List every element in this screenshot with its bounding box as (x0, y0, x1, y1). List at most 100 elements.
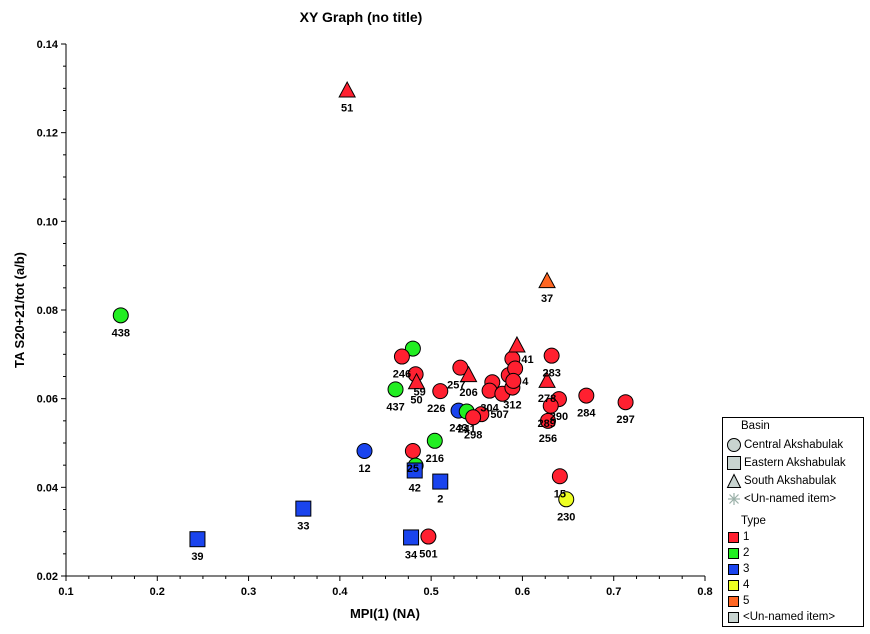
point-label: 246 (393, 369, 411, 381)
point-marker-triangle (338, 80, 356, 98)
y-tick-label: 0.10 (37, 216, 58, 228)
legend-label: 1 (743, 531, 750, 543)
point-label: 507 (490, 409, 508, 421)
point-marker-square (295, 500, 312, 517)
point-marker-circle (404, 442, 421, 459)
chart-title: XY Graph (no title) (300, 9, 423, 25)
point-label: 241 (458, 424, 476, 436)
point-marker-circle (617, 394, 634, 411)
legend-color-swatch (728, 563, 739, 575)
point-label: 42 (409, 482, 421, 494)
point-label: 284 (577, 408, 596, 420)
legend-color-swatch (728, 547, 739, 559)
point-marker-circle (393, 348, 410, 365)
point-label: 41 (521, 354, 533, 366)
point-marker-triangle (538, 271, 556, 289)
y-tick-label: 0.06 (37, 394, 58, 406)
legend-basin-unnamed: <Un-named item> (726, 491, 836, 507)
point-label: 256 (539, 433, 557, 445)
point-label: 304 (480, 403, 499, 415)
point-label: 33 (297, 521, 309, 533)
legend-label: 3 (743, 563, 750, 575)
legend-basin-south: South Akshabulak (726, 473, 836, 489)
legend-basin-eastern: Eastern Akshabulak (726, 455, 846, 471)
legend-type-item: 3 (726, 563, 749, 575)
point-label: 437 (386, 401, 404, 413)
legend-label: 2 (743, 547, 750, 559)
x-tick-label: 0.7 (606, 586, 621, 598)
legend-type-item: <Un-named item> (726, 611, 835, 623)
point-label: 50 (410, 394, 422, 406)
legend-basin-title: Basin (741, 420, 770, 432)
square-icon (726, 455, 742, 471)
legend-label: <Un-named item> (744, 493, 837, 505)
x-tick-label: 0.6 (515, 586, 530, 598)
point-marker-triangle (538, 371, 556, 388)
point-marker-square (189, 531, 206, 548)
point-label: 257 (447, 380, 465, 392)
legend-color-swatch (728, 595, 739, 607)
point-label: 312 (503, 400, 521, 412)
point-label: 37 (541, 293, 553, 305)
point-marker-square (403, 529, 420, 546)
legend-basin-central: Central Akshabulak (726, 437, 843, 453)
y-tick-label: 0.12 (37, 128, 58, 140)
legend-label: Central Akshabulak (744, 439, 844, 451)
y-tick-label: 0.08 (37, 305, 58, 317)
circle-icon (726, 437, 742, 453)
point-marker-triangle (407, 372, 426, 390)
point-label: 206 (459, 387, 477, 399)
point-label: 438 (112, 327, 130, 339)
x-axis-label: MPI(1) (NA) (350, 606, 420, 621)
point-label: 226 (427, 403, 445, 415)
point-marker-circle (404, 340, 421, 357)
legend-type-title: Type (741, 515, 766, 527)
x-tick-label: 0.5 (423, 586, 438, 598)
x-tick-label: 0.3 (241, 586, 256, 598)
legend-type-item: 4 (726, 579, 749, 591)
legend-label: 5 (743, 595, 750, 607)
point-label: 2 (437, 494, 443, 506)
point-marker-circle (356, 442, 373, 459)
x-tick-label: 0.1 (58, 586, 73, 598)
point-label: 283 (542, 368, 560, 380)
point-label: 39 (191, 551, 203, 563)
asterisk-icon (726, 491, 742, 507)
legend-color-swatch (728, 579, 739, 591)
triangle-icon (726, 473, 742, 489)
point-marker-circle (543, 347, 560, 364)
point-label: 51 (341, 103, 353, 115)
point-label: 59 (413, 386, 425, 398)
point-label: 216 (426, 453, 444, 465)
point-label: 290 (550, 411, 568, 423)
point-marker-circle (558, 491, 575, 508)
point-marker-circle (387, 381, 404, 398)
x-tick-label: 0.2 (150, 586, 165, 598)
point-marker-circle (551, 468, 568, 485)
point-marker-circle (539, 412, 556, 429)
point-marker-triangle (508, 335, 526, 353)
legend-type-item: 2 (726, 547, 749, 559)
legend-label: South Akshabulak (744, 475, 837, 487)
point-marker-circle (578, 387, 595, 404)
point-marker-circle (465, 409, 482, 426)
point-marker-circle (432, 383, 449, 400)
y-axis-label: TA S20+21/tot (a/b) (12, 252, 27, 368)
legend-label: 4 (743, 579, 750, 591)
y-tick-label: 0.02 (37, 571, 58, 583)
x-tick-label: 0.8 (697, 586, 712, 598)
point-label: 4 (522, 376, 529, 388)
point-label: 298 (464, 429, 482, 441)
legend-label: <Un-named item> (743, 611, 836, 623)
x-tick-label: 0.4 (332, 586, 348, 598)
point-label: 25 (407, 463, 419, 475)
point-label: 243 (449, 423, 467, 435)
legend-type-item: 5 (726, 595, 749, 607)
point-label: 34 (405, 549, 418, 561)
point-marker-circle (426, 432, 443, 449)
point-marker-triangle (459, 365, 478, 383)
axes: 0.1 0.2 0.3 0.4 0.5 0.6 0.7 0.8 0.02 0.04 0.06 0.08… (37, 39, 713, 598)
y-tick-label: 0.04 (37, 482, 59, 494)
point-label: 15 (554, 488, 566, 500)
